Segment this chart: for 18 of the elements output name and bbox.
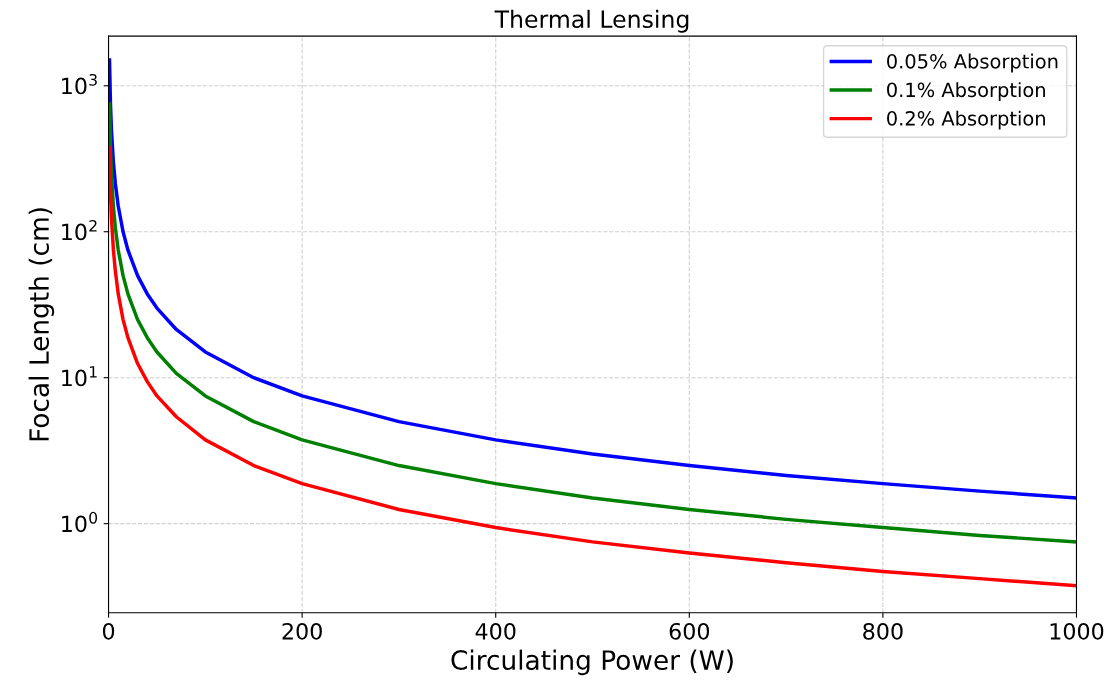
legend-label: 0.05% Absorption — [887, 53, 1058, 73]
x-tick-label: 0 — [102, 622, 115, 640]
x-tick-label: 200 — [282, 622, 322, 640]
y-tick-label: 10$^{1}$ — [62, 366, 97, 387]
x-tick-label: 400 — [475, 622, 516, 640]
x-axis-title: Circulating Power (W) — [451, 649, 733, 676]
y-tick-label: 10$^{3}$ — [62, 74, 97, 95]
chart-title: Thermal Lensing — [494, 9, 689, 33]
line-series — [108, 146, 1077, 588]
y-axis-title: Focal Length (cm) — [28, 208, 55, 441]
line-series — [108, 102, 1077, 544]
x-tick-label: 800 — [863, 622, 903, 640]
y-tick-label: 10$^{2}$ — [62, 219, 97, 241]
legend-label: 0.2% Absorption — [887, 110, 1045, 130]
x-tick-label: 1000 — [1050, 622, 1104, 640]
x-tick-label: 600 — [669, 622, 710, 640]
legend-label: 0.1% Absorption — [887, 82, 1045, 101]
y-tick-label: 10$^{0}$ — [62, 511, 98, 533]
